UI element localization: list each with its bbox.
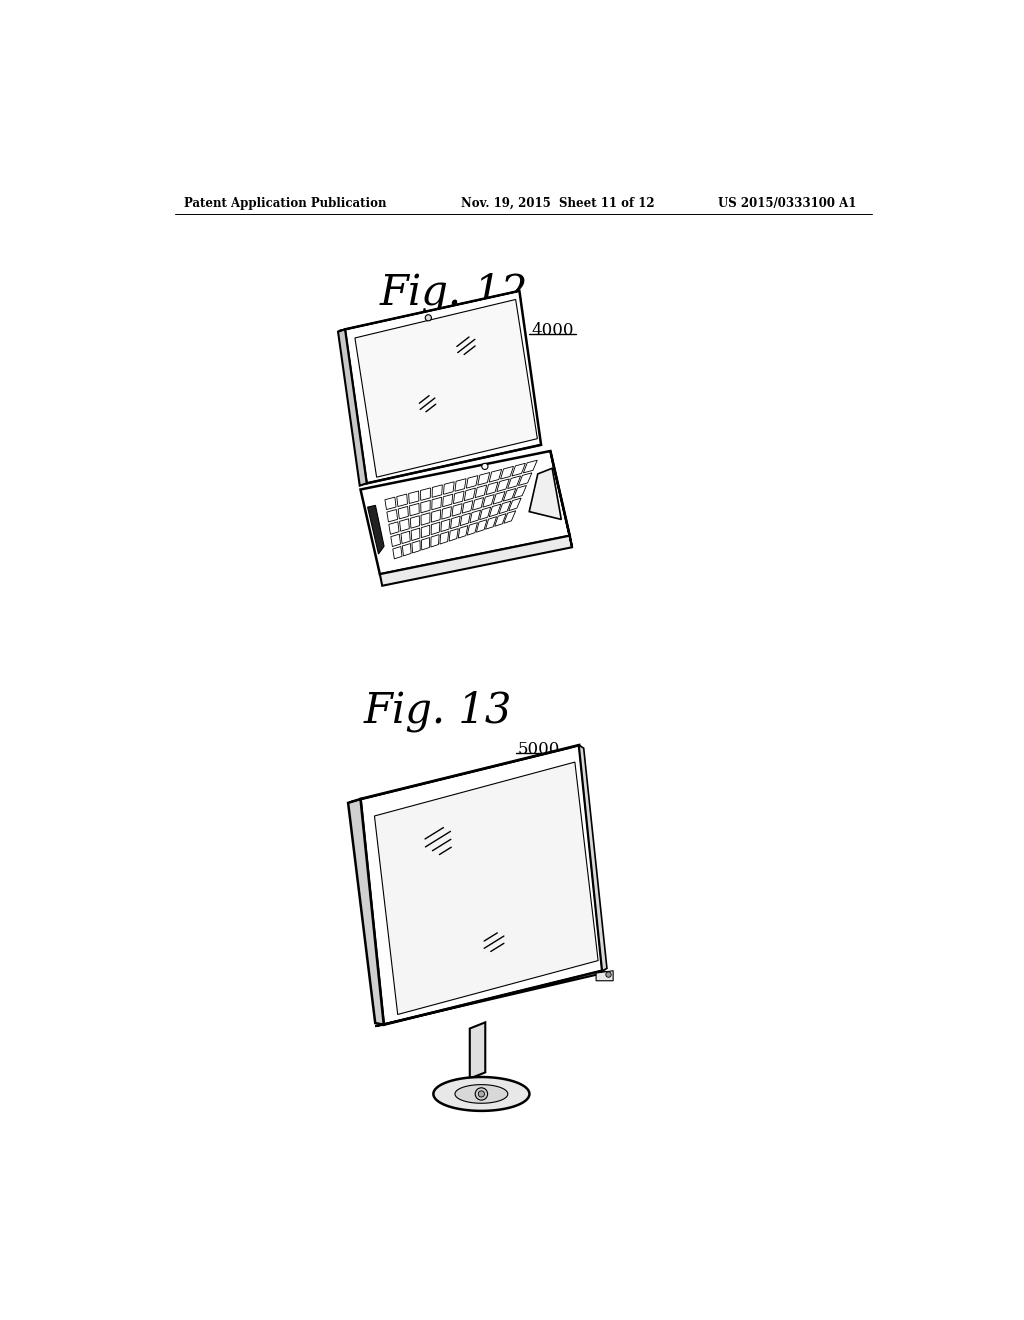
Polygon shape	[368, 506, 384, 554]
Polygon shape	[431, 535, 439, 546]
Polygon shape	[514, 486, 526, 498]
Polygon shape	[475, 484, 486, 498]
Polygon shape	[393, 546, 402, 558]
Polygon shape	[464, 488, 475, 500]
Polygon shape	[391, 535, 400, 546]
Circle shape	[478, 1090, 484, 1097]
Polygon shape	[380, 536, 572, 586]
Polygon shape	[348, 799, 384, 1024]
Polygon shape	[489, 504, 501, 516]
Polygon shape	[432, 498, 441, 510]
Polygon shape	[441, 507, 452, 519]
Polygon shape	[355, 300, 538, 478]
Polygon shape	[579, 744, 607, 970]
Polygon shape	[499, 502, 511, 513]
Polygon shape	[345, 290, 541, 483]
Polygon shape	[497, 479, 509, 491]
Polygon shape	[455, 1085, 508, 1104]
Polygon shape	[512, 463, 525, 477]
Text: Fig. 13: Fig. 13	[364, 689, 512, 731]
Polygon shape	[410, 503, 419, 516]
Polygon shape	[462, 500, 473, 513]
Polygon shape	[529, 469, 561, 520]
Polygon shape	[550, 451, 572, 548]
Polygon shape	[422, 537, 429, 550]
Polygon shape	[421, 525, 430, 537]
Circle shape	[475, 1088, 487, 1100]
Polygon shape	[455, 479, 466, 491]
Polygon shape	[450, 528, 459, 541]
Polygon shape	[338, 330, 367, 486]
Text: Fig. 12: Fig. 12	[379, 272, 527, 314]
Polygon shape	[443, 482, 455, 494]
Polygon shape	[476, 520, 487, 532]
Polygon shape	[349, 744, 579, 803]
Polygon shape	[375, 970, 607, 1026]
Polygon shape	[402, 544, 411, 556]
Text: Nov. 19, 2015  Sheet 11 of 12: Nov. 19, 2015 Sheet 11 of 12	[461, 197, 655, 210]
Polygon shape	[411, 528, 420, 541]
Polygon shape	[412, 541, 420, 553]
Text: 5000: 5000	[517, 742, 560, 758]
Polygon shape	[389, 521, 399, 535]
Polygon shape	[398, 507, 409, 519]
Polygon shape	[501, 466, 513, 479]
Polygon shape	[486, 482, 498, 495]
Polygon shape	[399, 519, 410, 531]
Polygon shape	[478, 473, 489, 486]
Polygon shape	[360, 744, 602, 1024]
Polygon shape	[421, 512, 430, 525]
Polygon shape	[360, 451, 569, 574]
Text: US 2015/0333100 A1: US 2015/0333100 A1	[718, 197, 856, 210]
Text: Patent Application Publication: Patent Application Publication	[183, 197, 386, 210]
Polygon shape	[470, 1022, 485, 1078]
Polygon shape	[433, 1077, 529, 1111]
Circle shape	[425, 314, 431, 321]
Polygon shape	[504, 511, 516, 523]
Polygon shape	[596, 970, 613, 981]
Polygon shape	[401, 531, 411, 544]
Polygon shape	[460, 513, 470, 525]
Polygon shape	[489, 470, 502, 482]
Polygon shape	[421, 488, 430, 500]
Polygon shape	[451, 516, 460, 528]
Polygon shape	[454, 491, 464, 504]
Polygon shape	[375, 762, 598, 1015]
Polygon shape	[385, 498, 396, 510]
Polygon shape	[387, 510, 397, 521]
Polygon shape	[508, 477, 520, 488]
Polygon shape	[466, 475, 478, 488]
Polygon shape	[467, 523, 477, 535]
Polygon shape	[458, 525, 468, 539]
Polygon shape	[452, 504, 462, 516]
Polygon shape	[409, 491, 419, 503]
Polygon shape	[339, 290, 519, 331]
Polygon shape	[470, 510, 480, 523]
Polygon shape	[431, 510, 440, 523]
Polygon shape	[482, 495, 495, 507]
Polygon shape	[442, 494, 453, 507]
Polygon shape	[440, 532, 449, 544]
Polygon shape	[518, 473, 531, 486]
Polygon shape	[421, 500, 430, 512]
Polygon shape	[432, 484, 442, 498]
Polygon shape	[479, 507, 490, 520]
Circle shape	[606, 972, 611, 977]
Polygon shape	[411, 516, 420, 528]
Polygon shape	[504, 488, 516, 502]
Polygon shape	[472, 498, 483, 510]
Circle shape	[481, 463, 488, 470]
Polygon shape	[493, 491, 505, 504]
Polygon shape	[396, 494, 408, 507]
Polygon shape	[441, 519, 451, 532]
Polygon shape	[523, 461, 538, 473]
Polygon shape	[431, 523, 440, 535]
Polygon shape	[485, 516, 497, 529]
Polygon shape	[509, 498, 521, 511]
Polygon shape	[495, 513, 506, 527]
Text: 4000: 4000	[531, 322, 573, 339]
